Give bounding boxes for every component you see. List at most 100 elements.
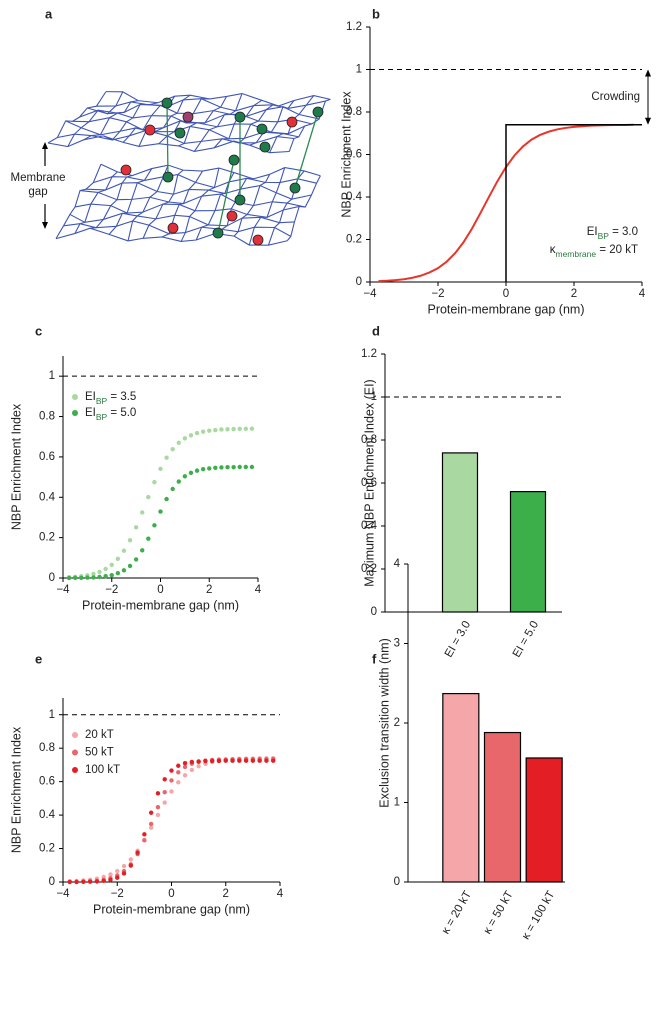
y-tick-label: 0.6 xyxy=(361,477,377,489)
data-point xyxy=(249,464,255,470)
x-tick-label: 4 xyxy=(277,888,284,900)
legend-part: 20 kT xyxy=(85,729,114,741)
mesh-line xyxy=(74,203,300,218)
y-tick-label: 1 xyxy=(49,709,55,721)
data-point xyxy=(207,428,212,433)
x-tick-label: 0 xyxy=(503,288,509,300)
panel-label: f xyxy=(372,651,377,666)
data-point xyxy=(200,429,206,434)
particle xyxy=(161,97,173,109)
y-tick-label: 4 xyxy=(394,558,401,570)
data-point xyxy=(176,763,181,768)
data-point xyxy=(194,468,200,473)
data-point xyxy=(223,758,228,763)
y-tick-label: 0.4 xyxy=(39,809,56,821)
mesh-line xyxy=(108,168,153,235)
data-point xyxy=(237,464,242,470)
particle xyxy=(167,222,179,234)
x-tick-label: −2 xyxy=(431,288,444,300)
mesh-line xyxy=(90,174,133,229)
annotation-part: = 20 kT xyxy=(596,244,638,256)
data-point xyxy=(164,455,169,460)
data-point xyxy=(140,510,145,515)
bar xyxy=(525,757,563,883)
legend-marker xyxy=(72,749,78,756)
data-point xyxy=(237,426,242,432)
data-point xyxy=(158,466,163,472)
data-point xyxy=(213,427,218,433)
x-tick-label: 2 xyxy=(571,288,577,300)
legend-marker xyxy=(72,394,78,400)
y-tick-label: 1.2 xyxy=(361,348,377,360)
data-point xyxy=(225,465,230,470)
data-point xyxy=(249,426,255,431)
data-point xyxy=(109,572,114,578)
data-point xyxy=(170,486,175,492)
data-point xyxy=(155,791,161,796)
data-point xyxy=(189,767,195,773)
mesh-line xyxy=(180,167,220,242)
data-point xyxy=(127,538,133,543)
legend-marker xyxy=(72,410,78,416)
particle xyxy=(120,164,132,176)
linker xyxy=(217,159,235,234)
particle xyxy=(226,210,238,222)
data-point xyxy=(85,575,90,580)
mesh-line xyxy=(100,163,321,180)
mesh-line xyxy=(55,163,102,239)
annotation-part: BP xyxy=(598,231,610,241)
x-tick-label: 0 xyxy=(168,888,174,900)
data-point xyxy=(169,778,174,783)
data-point xyxy=(164,496,169,502)
mesh-line xyxy=(47,135,290,154)
mesh-line xyxy=(93,174,317,189)
data-point xyxy=(133,525,139,530)
data-point xyxy=(243,426,249,432)
legend-label: EIBP = 3.5 xyxy=(85,391,136,406)
x-tick-label: −4 xyxy=(363,288,377,300)
x-axis-title: Protein-membrane gap (nm) xyxy=(93,902,250,916)
legend-part: EI xyxy=(85,391,96,403)
data-point xyxy=(250,758,256,763)
legend-part: 100 kT xyxy=(85,764,120,776)
legend-label: EIBP = 5.0 xyxy=(85,407,136,422)
y-tick-label: 1.2 xyxy=(346,21,362,33)
data-point xyxy=(182,764,188,770)
data-point xyxy=(91,575,96,580)
data-point xyxy=(121,568,127,573)
particle xyxy=(312,106,324,118)
y-tick-label: 2 xyxy=(394,717,400,729)
legend-part: BP xyxy=(96,396,108,406)
data-point xyxy=(176,780,181,785)
panel-label: a xyxy=(45,6,53,21)
data-point xyxy=(97,574,102,580)
data-point xyxy=(121,871,127,876)
particle xyxy=(256,123,268,135)
data-point xyxy=(148,825,154,830)
x-tick-label: 0 xyxy=(157,584,163,596)
data-point xyxy=(146,536,151,541)
data-point xyxy=(152,523,157,528)
y-tick-label: 0.2 xyxy=(39,532,55,544)
y-tick-label: 0 xyxy=(49,876,55,888)
y-axis-title: Exclusion transition width (nm) xyxy=(377,638,391,808)
y-tick-label: 0.2 xyxy=(39,843,55,855)
y-tick-label: 0 xyxy=(394,876,400,888)
panel-label: c xyxy=(35,323,42,338)
particle xyxy=(234,111,246,123)
x-tick-label: −4 xyxy=(56,584,70,596)
data-line xyxy=(505,124,642,282)
data-point xyxy=(182,773,188,778)
y-axis-title: Maximum NBP Enrichment Index (EI) xyxy=(362,379,376,586)
annotation-part: membrane xyxy=(555,249,596,259)
legend-label: 100 kT xyxy=(85,764,120,776)
particle xyxy=(162,171,174,183)
mesh-line xyxy=(215,177,254,234)
data-point xyxy=(169,789,174,794)
data-point xyxy=(162,800,167,805)
x-tick-label: κ = 20 kT xyxy=(440,889,474,936)
data-point xyxy=(264,758,269,763)
bar xyxy=(442,692,480,883)
data-point xyxy=(91,571,96,577)
panel-label: e xyxy=(35,651,42,666)
